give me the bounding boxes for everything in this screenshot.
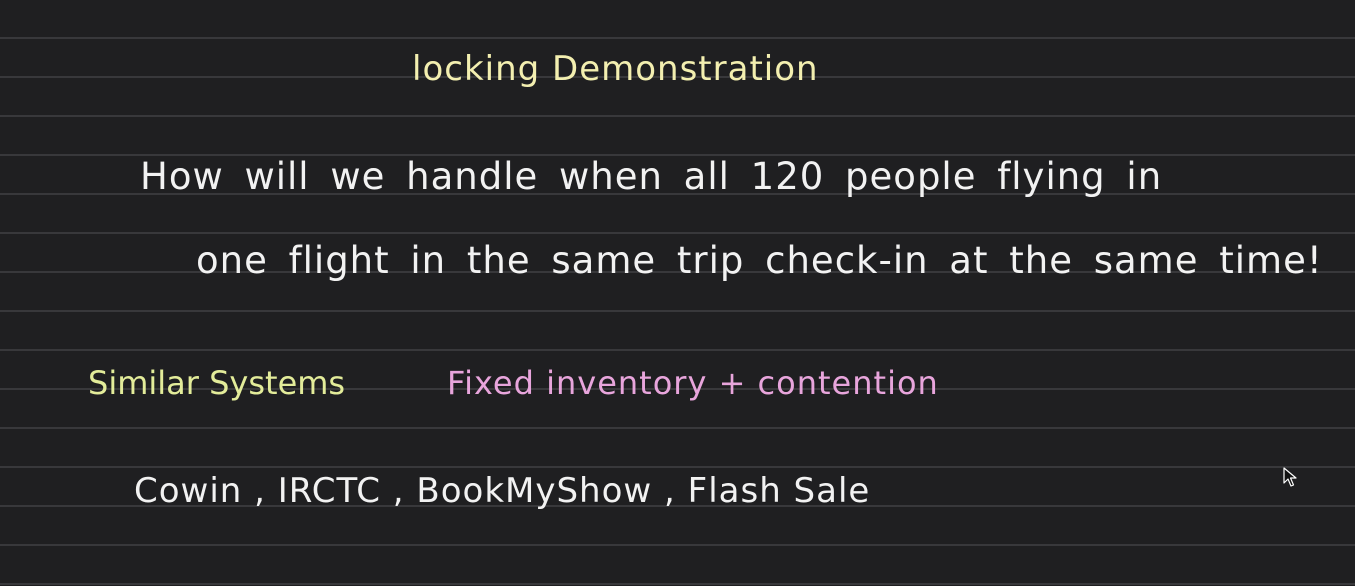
question-line-1: How will we handle when all 120 people f… <box>140 155 1163 198</box>
similar-systems-description: Fixed inventory + contention <box>447 364 939 402</box>
page-title: locking Demonstration <box>412 49 819 89</box>
mouse-cursor-icon <box>1283 467 1297 487</box>
similar-systems-label: Similar Systems <box>88 364 346 402</box>
examples-list: Cowin , IRCTC , BookMyShow , Flash Sale <box>134 471 871 511</box>
question-line-2: one flight in the same trip check-in at … <box>196 239 1323 282</box>
